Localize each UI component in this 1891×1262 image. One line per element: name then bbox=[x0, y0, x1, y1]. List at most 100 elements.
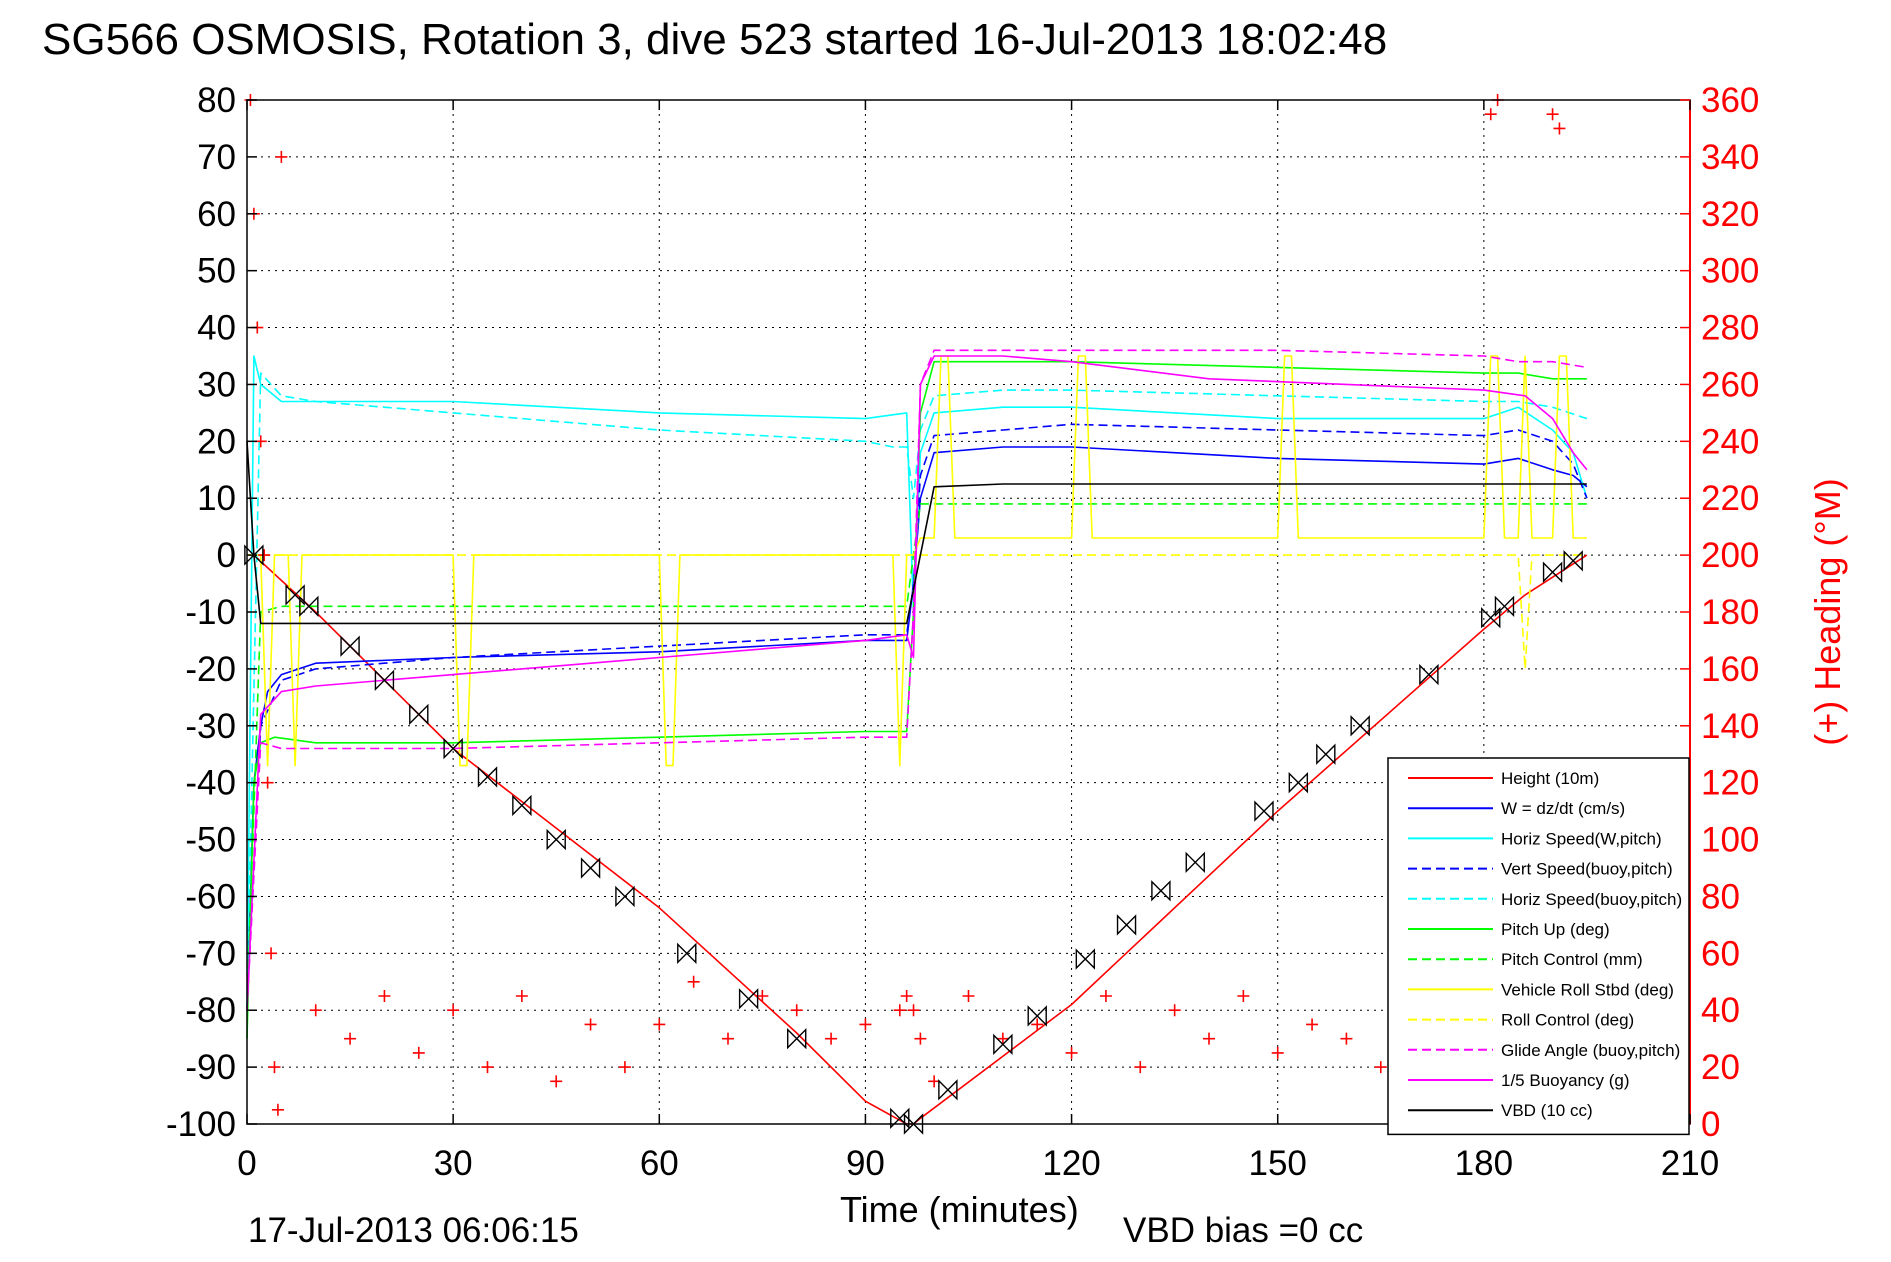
chart-title: SG566 OSMOSIS, Rotation 3, dive 523 star… bbox=[42, 15, 1387, 64]
vbd-bias-note: VBD bias =0 cc bbox=[1123, 1211, 1363, 1250]
heading-point bbox=[271, 1103, 284, 1116]
vbd-marker bbox=[1027, 1005, 1047, 1027]
legend-entry: Pitch Up (deg) bbox=[1501, 920, 1610, 939]
heading-point bbox=[378, 990, 391, 1002]
heading-point bbox=[515, 990, 528, 1002]
y-tick-label: -60 bbox=[185, 877, 236, 916]
y-tick-label: -10 bbox=[185, 593, 236, 632]
vbd-marker bbox=[903, 1113, 924, 1135]
y2-tick-label: 0 bbox=[1701, 1105, 1720, 1144]
y-tick-label: -80 bbox=[185, 991, 236, 1030]
series-line bbox=[246, 503, 1587, 1011]
heading-point bbox=[1546, 108, 1559, 121]
x-tick-label: 90 bbox=[846, 1144, 885, 1183]
series-line bbox=[246, 441, 1587, 625]
x-tick-label: 150 bbox=[1249, 1144, 1307, 1183]
vbd-marker bbox=[1254, 800, 1274, 822]
vbd-marker bbox=[1481, 606, 1501, 629]
heading-point bbox=[550, 1075, 563, 1088]
vbd-marker bbox=[1075, 948, 1096, 970]
heading-point bbox=[1484, 108, 1497, 121]
heading-point bbox=[1374, 1061, 1387, 1074]
y2-tick-label: 260 bbox=[1701, 365, 1759, 404]
y2-tick-label: 240 bbox=[1701, 422, 1759, 461]
heading-point bbox=[859, 1018, 872, 1031]
vbd-marker bbox=[1151, 880, 1171, 902]
vbd-marker bbox=[580, 857, 601, 879]
y2-tick-label: 340 bbox=[1701, 138, 1759, 177]
legend-entry: Horiz Speed(buoy,pitch) bbox=[1501, 890, 1682, 909]
legend-entry: 1/5 Buoyancy (g) bbox=[1501, 1071, 1630, 1090]
heading-point bbox=[1203, 1032, 1215, 1045]
y-tick-label: -70 bbox=[185, 934, 236, 973]
y2-tick-label: 80 bbox=[1701, 877, 1740, 916]
vbd-marker bbox=[1350, 715, 1370, 737]
legend-entry: Height (10m) bbox=[1501, 769, 1599, 788]
vbd-marker bbox=[1116, 914, 1137, 936]
heading-point bbox=[1065, 1046, 1078, 1059]
y-tick-label: 10 bbox=[197, 479, 236, 518]
heading-point bbox=[1031, 1018, 1044, 1031]
heading-point bbox=[1340, 1032, 1353, 1045]
vbd-marker bbox=[299, 595, 319, 618]
y2-tick-label: 160 bbox=[1701, 650, 1759, 689]
y-tick-label: 0 bbox=[217, 536, 236, 575]
legend-box bbox=[1387, 757, 1690, 1136]
heading-point bbox=[261, 776, 274, 789]
heading-point bbox=[1237, 990, 1250, 1002]
vbd-marker bbox=[787, 1027, 807, 1050]
heading-point bbox=[1271, 1046, 1284, 1059]
series-line bbox=[247, 355, 1587, 767]
heading-point bbox=[1134, 1061, 1147, 1074]
y-tick-label: 50 bbox=[197, 252, 236, 291]
y-tick-label: 70 bbox=[197, 138, 236, 177]
legend-entry: Roll Control (deg) bbox=[1501, 1011, 1634, 1030]
y2-tick-label: 40 bbox=[1701, 991, 1740, 1030]
y-tick-label: -100 bbox=[166, 1105, 236, 1144]
y-tick-label: -30 bbox=[185, 707, 236, 746]
y2-tick-label: 280 bbox=[1701, 309, 1759, 348]
y-tick-label: -90 bbox=[185, 1048, 236, 1087]
y2-tick-label: 220 bbox=[1701, 479, 1759, 518]
y2-tick-label: 300 bbox=[1701, 252, 1759, 291]
heading-point bbox=[265, 947, 278, 960]
vbd-marker bbox=[244, 544, 264, 566]
footer-timestamp: 17-Jul-2013 06:06:15 bbox=[248, 1211, 579, 1250]
heading-point bbox=[962, 990, 975, 1002]
series-layer bbox=[244, 94, 1588, 1135]
legend-entry: Vehicle Roll Stbd (deg) bbox=[1501, 980, 1674, 999]
heading-point bbox=[790, 1004, 803, 1017]
vbd-marker bbox=[677, 942, 697, 965]
series-line bbox=[246, 349, 1588, 1011]
heading-point bbox=[825, 1032, 838, 1045]
vbd-marker bbox=[1542, 561, 1563, 583]
heading-point bbox=[1099, 990, 1112, 1002]
y-tick-label: 80 bbox=[197, 81, 236, 120]
series-line bbox=[246, 355, 1588, 1011]
heading-point bbox=[1553, 122, 1566, 135]
heading-point bbox=[1306, 1018, 1319, 1031]
vbd-marker bbox=[890, 1107, 910, 1129]
y-tick-label: -50 bbox=[185, 821, 236, 860]
series-line bbox=[246, 372, 1588, 1011]
vbd-marker bbox=[285, 584, 305, 606]
vbd-marker bbox=[1185, 851, 1205, 874]
vbd-marker bbox=[1419, 663, 1439, 686]
heading-point bbox=[900, 990, 913, 1002]
y2-tick-label: 120 bbox=[1701, 764, 1759, 803]
vbd-marker bbox=[938, 1079, 958, 1101]
heading-point bbox=[907, 1004, 920, 1017]
vbd-marker bbox=[738, 988, 759, 1010]
heading-point bbox=[584, 1018, 597, 1031]
heading-point bbox=[653, 1018, 666, 1031]
legend-entry: Glide Angle (buoy,pitch) bbox=[1501, 1041, 1680, 1060]
heading-point bbox=[687, 975, 700, 988]
series-line bbox=[246, 423, 1588, 1011]
vbd-marker bbox=[1494, 595, 1515, 618]
x-tick-label: 120 bbox=[1042, 1144, 1100, 1183]
x-tick-label: 0 bbox=[237, 1144, 256, 1183]
heading-point bbox=[481, 1061, 494, 1074]
x-tick-label: 180 bbox=[1455, 1144, 1513, 1183]
x-axis-label: Time (minutes) bbox=[840, 1189, 1079, 1230]
